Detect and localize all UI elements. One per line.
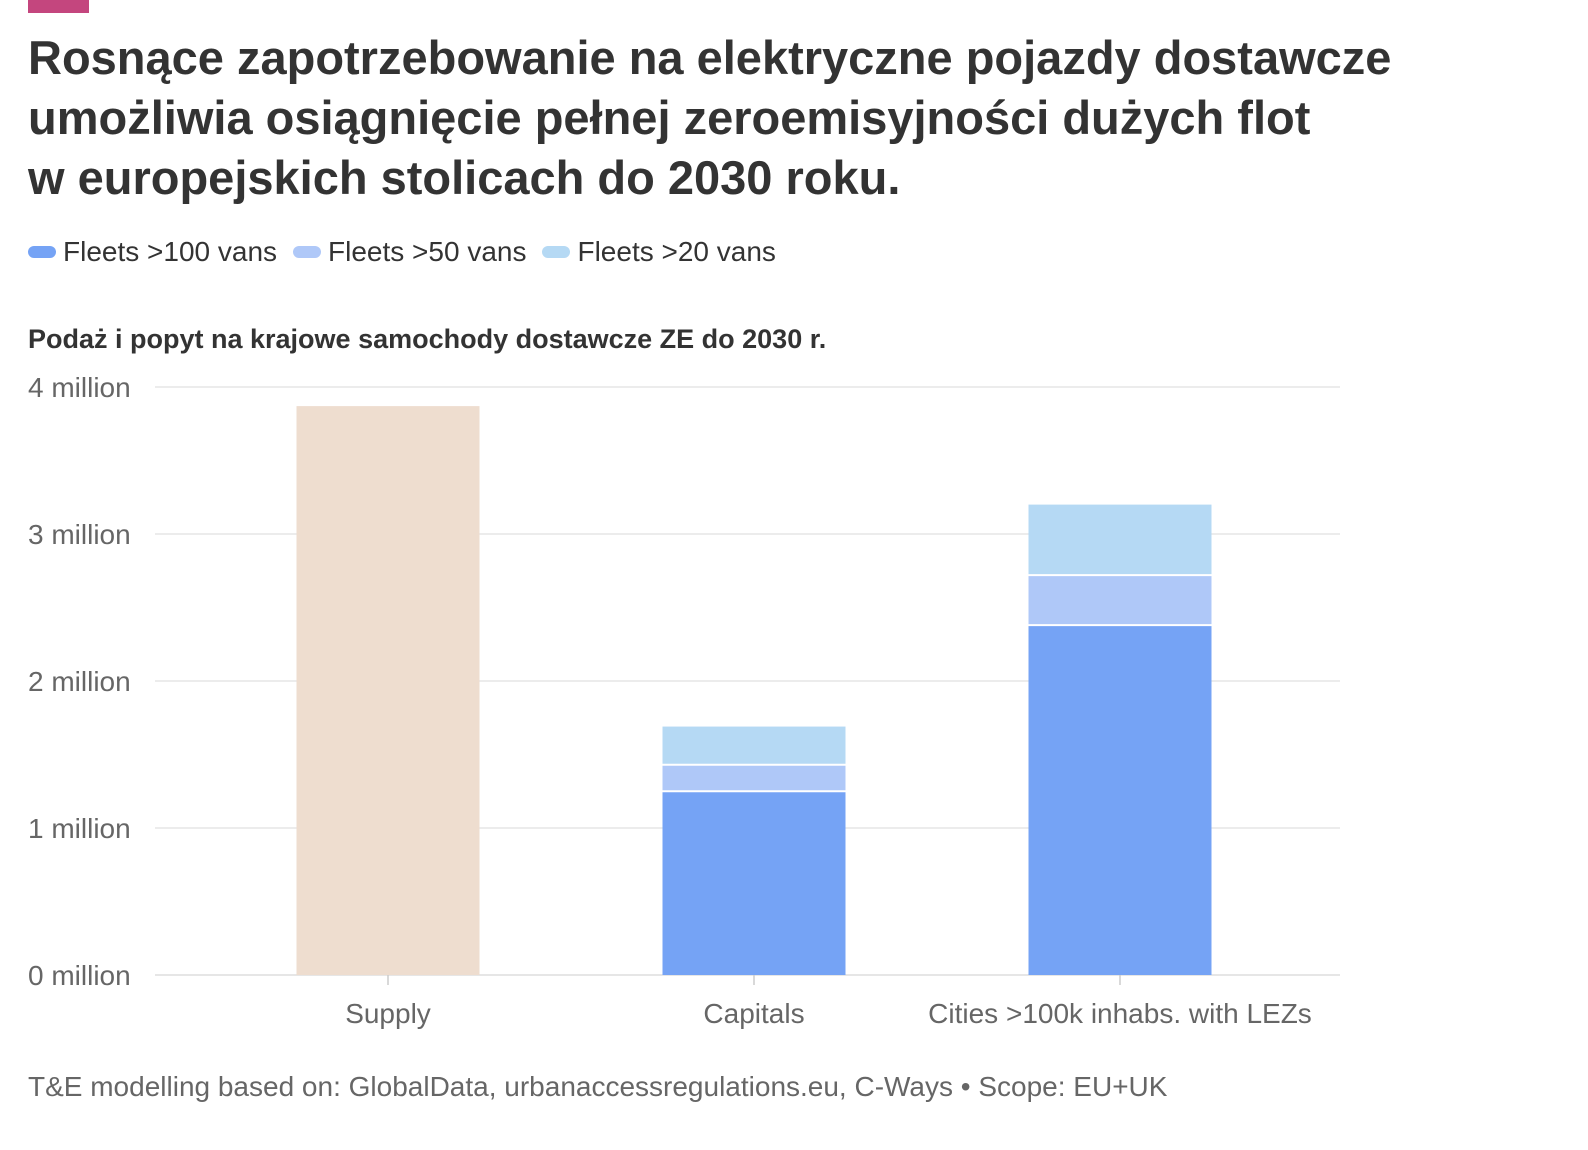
chart-legend: Fleets >100 vans Fleets >50 vans Fleets … <box>28 236 792 268</box>
x-tick-label: Cities >100k inhabs. with LEZs <box>928 998 1312 1029</box>
y-tick-label: 0 million <box>28 960 131 991</box>
chart-title: Rosnące zapotrzebowanie na elektryczne p… <box>28 28 1478 208</box>
legend-swatch <box>293 246 322 258</box>
accent-bar <box>28 0 89 13</box>
bar-segment <box>662 791 846 975</box>
legend-item-fleets-100: Fleets >100 vans <box>28 236 277 268</box>
chart-title-line: umożliwia osiągnięcie pełnej zeroemisyjn… <box>28 91 1311 144</box>
y-tick-label: 3 million <box>28 519 131 550</box>
legend-label: Fleets >50 vans <box>328 236 527 267</box>
legend-label: Fleets >20 vans <box>577 236 776 267</box>
bar-segment <box>662 764 846 792</box>
source-note: T&E modelling based on: GlobalData, urba… <box>28 1071 1168 1102</box>
x-tick-label: Supply <box>345 998 431 1029</box>
bar-segment <box>1028 625 1212 975</box>
bar-segment <box>662 726 846 765</box>
y-tick-label: 4 million <box>28 372 131 403</box>
legend-item-fleets-20: Fleets >20 vans <box>542 236 776 268</box>
bar-chart: 0 million 1 million 2 million 3 million 4 mi… <box>28 372 1340 1029</box>
chart-title-line: Rosnące zapotrzebowanie na elektryczne p… <box>28 31 1392 84</box>
bar-segment <box>1028 504 1212 576</box>
bar-segment <box>1028 575 1212 626</box>
legend-label: Fleets >100 vans <box>63 236 278 267</box>
x-tick-label: Capitals <box>703 998 804 1029</box>
legend-swatch <box>28 246 56 258</box>
chart-subtitle: Podaż i popyt na krajowe samochody dosta… <box>28 324 827 354</box>
chart-title-line: w europejskich stolicach do 2030 roku. <box>28 151 901 204</box>
bar-supply <box>296 406 480 975</box>
legend-swatch <box>542 246 571 258</box>
y-tick-label: 1 million <box>28 813 131 844</box>
legend-item-fleets-50: Fleets >50 vans <box>293 236 526 268</box>
y-tick-label: 2 million <box>28 666 131 697</box>
